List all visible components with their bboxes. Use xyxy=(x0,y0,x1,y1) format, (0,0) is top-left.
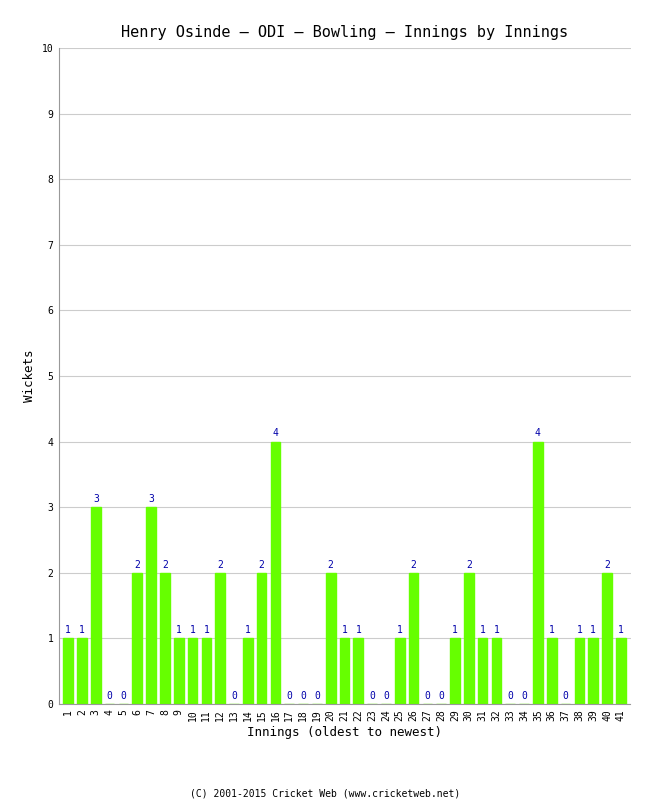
Bar xyxy=(602,573,612,704)
Text: 0: 0 xyxy=(300,690,306,701)
Text: 2: 2 xyxy=(135,559,140,570)
Text: 0: 0 xyxy=(231,690,237,701)
Text: 0: 0 xyxy=(563,690,569,701)
Bar xyxy=(450,638,460,704)
Text: 3: 3 xyxy=(148,494,154,504)
Bar xyxy=(409,573,419,704)
Bar xyxy=(174,638,183,704)
Bar xyxy=(188,638,198,704)
Bar xyxy=(491,638,501,704)
Text: 0: 0 xyxy=(120,690,126,701)
Text: 0: 0 xyxy=(286,690,292,701)
Text: 4: 4 xyxy=(272,428,278,438)
Bar xyxy=(133,573,142,704)
Bar xyxy=(146,507,156,704)
Title: Henry Osinde – ODI – Bowling – Innings by Innings: Henry Osinde – ODI – Bowling – Innings b… xyxy=(121,25,568,40)
Text: 3: 3 xyxy=(93,494,99,504)
Bar xyxy=(575,638,584,704)
Bar xyxy=(270,442,280,704)
Text: 1: 1 xyxy=(176,625,181,635)
Bar xyxy=(326,573,335,704)
Bar xyxy=(160,573,170,704)
Bar xyxy=(616,638,626,704)
Bar xyxy=(533,442,543,704)
Text: 1: 1 xyxy=(549,625,554,635)
Text: 1: 1 xyxy=(480,625,486,635)
Bar xyxy=(63,638,73,704)
Text: 1: 1 xyxy=(190,625,196,635)
Text: 1: 1 xyxy=(452,625,458,635)
Text: 1: 1 xyxy=(203,625,209,635)
Text: 1: 1 xyxy=(356,625,361,635)
Text: 0: 0 xyxy=(508,690,514,701)
Bar xyxy=(464,573,474,704)
Text: 0: 0 xyxy=(314,690,320,701)
Text: 1: 1 xyxy=(341,625,348,635)
Text: 2: 2 xyxy=(604,559,610,570)
Text: 2: 2 xyxy=(259,559,265,570)
Text: 2: 2 xyxy=(328,559,333,570)
Bar xyxy=(395,638,404,704)
Text: 0: 0 xyxy=(383,690,389,701)
Text: 0: 0 xyxy=(424,690,430,701)
Text: 0: 0 xyxy=(107,690,112,701)
X-axis label: Innings (oldest to newest): Innings (oldest to newest) xyxy=(247,726,442,739)
Text: 2: 2 xyxy=(217,559,223,570)
Bar xyxy=(202,638,211,704)
Bar xyxy=(215,573,225,704)
Y-axis label: Wickets: Wickets xyxy=(23,350,36,402)
Bar xyxy=(77,638,87,704)
Text: 2: 2 xyxy=(466,559,472,570)
Text: 1: 1 xyxy=(79,625,85,635)
Text: 1: 1 xyxy=(493,625,499,635)
Text: 1: 1 xyxy=(245,625,251,635)
Text: (C) 2001-2015 Cricket Web (www.cricketweb.net): (C) 2001-2015 Cricket Web (www.cricketwe… xyxy=(190,788,460,798)
Text: 1: 1 xyxy=(590,625,596,635)
Text: 1: 1 xyxy=(397,625,403,635)
Bar xyxy=(354,638,363,704)
Text: 1: 1 xyxy=(577,625,582,635)
Bar xyxy=(478,638,488,704)
Bar xyxy=(588,638,598,704)
Text: 4: 4 xyxy=(535,428,541,438)
Bar xyxy=(243,638,253,704)
Text: 2: 2 xyxy=(411,559,417,570)
Text: 1: 1 xyxy=(618,625,624,635)
Bar xyxy=(547,638,556,704)
Text: 2: 2 xyxy=(162,559,168,570)
Bar xyxy=(340,638,349,704)
Text: 0: 0 xyxy=(438,690,444,701)
Text: 0: 0 xyxy=(521,690,527,701)
Text: 1: 1 xyxy=(65,625,71,635)
Bar xyxy=(91,507,101,704)
Bar xyxy=(257,573,266,704)
Text: 0: 0 xyxy=(369,690,375,701)
